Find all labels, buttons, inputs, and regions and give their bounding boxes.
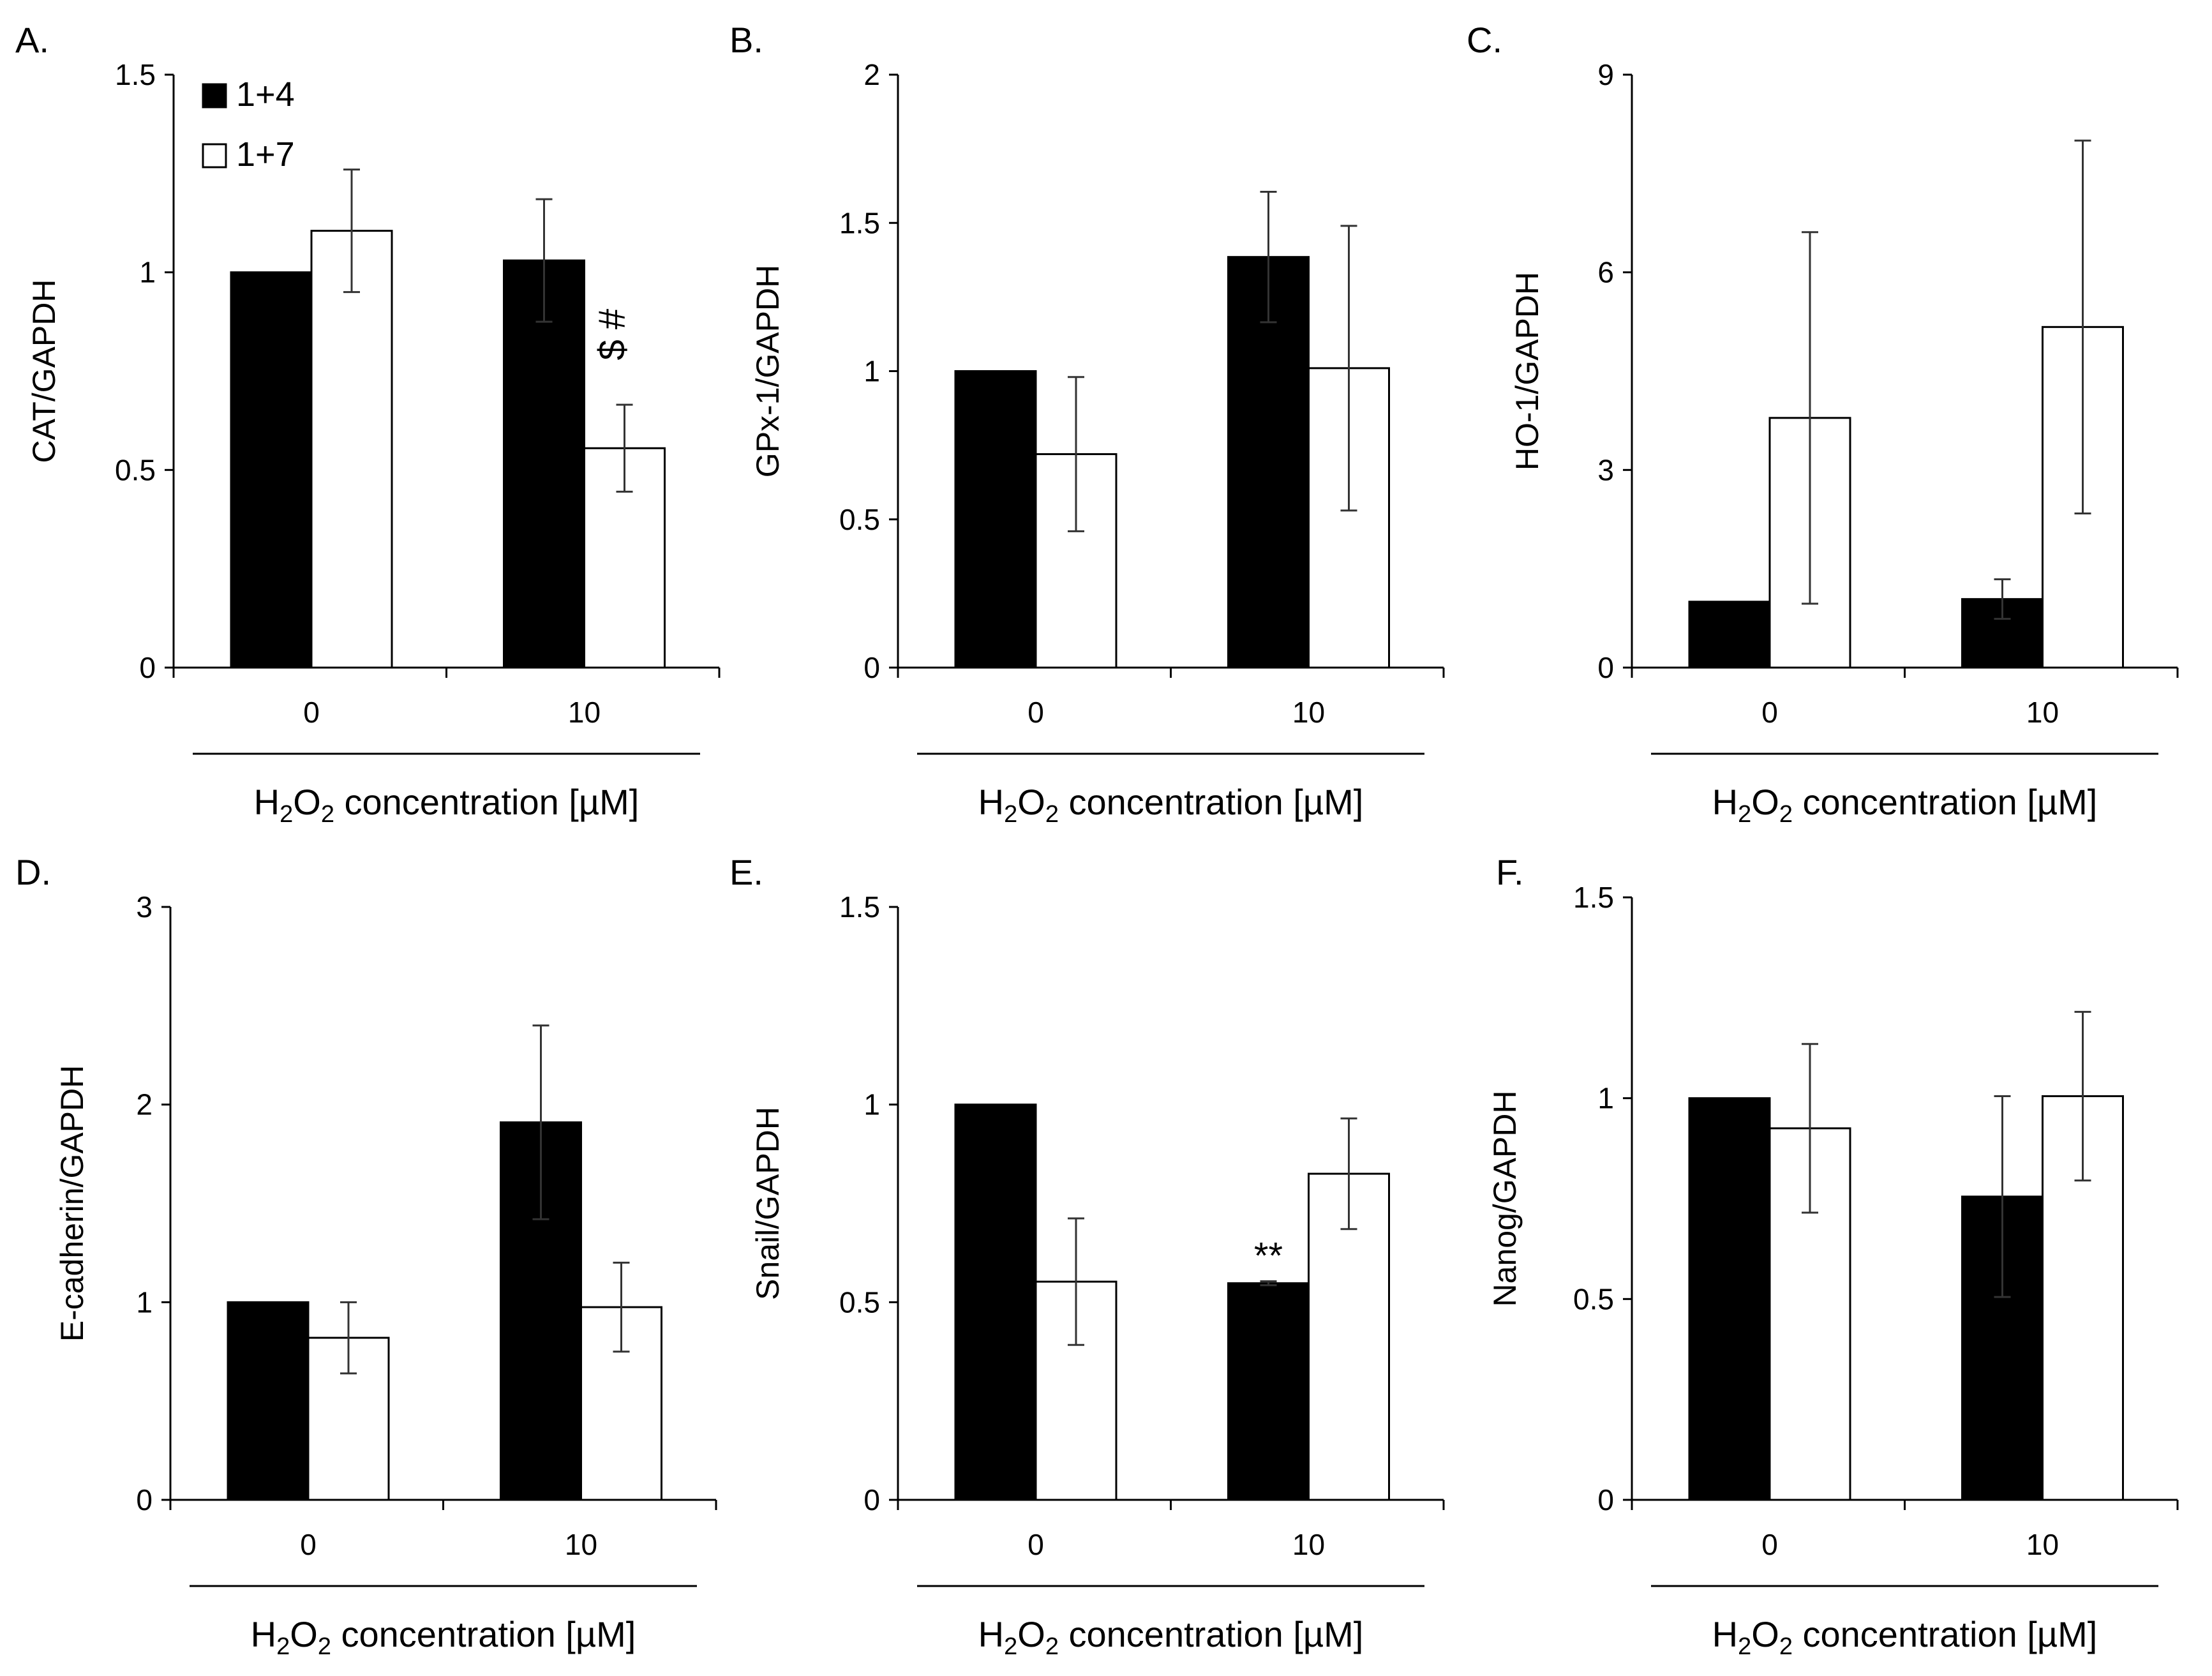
- y-tick-label: 1.5: [839, 206, 880, 239]
- y-axis-label: E-cadherin/GAPDH: [54, 1065, 90, 1342]
- bar-1plus4-0: [1688, 601, 1771, 669]
- y-tick-label: 2: [136, 1088, 153, 1121]
- y-tick-label: 3: [1597, 453, 1614, 486]
- y-tick-label: 6: [1597, 256, 1614, 289]
- bar-1plus4-10: [1227, 1282, 1310, 1501]
- x-tick-label: 10: [1292, 696, 1325, 729]
- y-tick-label: 1: [863, 1088, 880, 1121]
- chart-panel-a: A. 0 0.5 1 1.5 CAT/GAPDH 0 10 H2O2 concentration…: [15, 20, 721, 828]
- x-tick-label: 10: [2026, 1528, 2059, 1561]
- y-tick-label: 1: [863, 355, 880, 388]
- legend-label: 1+7: [236, 135, 295, 174]
- y-tick-label: 0.5: [839, 503, 880, 536]
- x-axis-label: H2O2 concentration [µM]: [254, 782, 639, 828]
- y-tick-label: 2: [863, 58, 880, 91]
- bar-1plus4-0: [954, 1104, 1037, 1501]
- x-tick-label: 10: [1292, 1528, 1325, 1561]
- legend: 1+4 1+7: [202, 75, 295, 174]
- significance-annotation: **: [1254, 1236, 1283, 1277]
- x-tick-label: 10: [2026, 696, 2059, 729]
- legend-label: 1+4: [236, 75, 295, 114]
- y-tick-label: 0: [1597, 651, 1614, 684]
- y-axis-label: Snail/GAPDH: [750, 1107, 786, 1300]
- x-axis-label: H2O2 concentration [µM]: [1712, 782, 2098, 828]
- panel-label: C.: [1467, 20, 1502, 60]
- x-tick-label: 0: [1761, 696, 1778, 729]
- chart-panel-c: C. 0 3 6 9 HO-1/GAPDH 0 10 H2O2 concentration [µ…: [1467, 20, 2179, 828]
- chart-panel-e: E. 0 0.5 1 1.5 Snail/GAPDH 0 10 H2O2 concentrati…: [729, 852, 1445, 1660]
- x-axis-label: H2O2 concentration [µM]: [1712, 1614, 2098, 1660]
- x-axis-label: H2O2 concentration [µM]: [251, 1614, 636, 1660]
- y-axis-label: CAT/GAPDH: [26, 280, 62, 463]
- y-tick-label: 0.5: [115, 453, 156, 486]
- bar-1plus4-0: [227, 1301, 310, 1501]
- panel-label: A.: [15, 20, 49, 60]
- chart-panel-d: D. 0 1 2 3 E-cadherin/GAPDH 0 10 H2O2 concentrat…: [15, 852, 717, 1660]
- y-tick-label: 0: [139, 651, 156, 684]
- x-tick-label: 10: [568, 696, 601, 729]
- y-tick-label: 1.5: [839, 890, 880, 924]
- bar-1plus4-10: [1227, 256, 1310, 669]
- y-tick-label: 1: [139, 256, 156, 289]
- y-tick-label: 0.5: [839, 1285, 880, 1319]
- chart-panel-b: B. 0 0.5 1 1.5 2 GPx-1/GAPDH 0 10 H2O2 concentrat…: [729, 20, 1445, 828]
- legend-swatch: [202, 83, 227, 108]
- y-tick-label: 0: [1597, 1483, 1614, 1516]
- panel-label: F.: [1496, 852, 1524, 892]
- bar-1plus4-0: [230, 271, 313, 669]
- y-tick-label: 0: [863, 651, 880, 684]
- y-tick-label: 1.5: [115, 58, 156, 91]
- y-tick-label: 1: [1597, 1082, 1614, 1115]
- y-tick-label: 1: [136, 1285, 153, 1319]
- bar-1plus4-0: [954, 370, 1037, 669]
- y-axis-label: GPx-1/GAPDH: [750, 265, 786, 477]
- bar-1plus7-0: [310, 230, 393, 669]
- panel-label: E.: [729, 852, 763, 892]
- y-tick-label: 3: [136, 890, 153, 924]
- y-tick-label: 0.5: [1573, 1282, 1614, 1315]
- x-tick-label: 10: [565, 1528, 597, 1561]
- x-tick-label: 0: [300, 1528, 317, 1561]
- significance-annotation: $ #: [592, 309, 633, 361]
- y-tick-label: 0: [863, 1483, 880, 1516]
- x-tick-label: 0: [1028, 696, 1044, 729]
- bar-1plus4-0: [1688, 1097, 1771, 1501]
- chart-panel-f: F. 0 0.5 1 1.5 Nanog/GAPDH 0 10 H2O2 concentrati…: [1487, 852, 2179, 1660]
- x-tick-label: 0: [303, 696, 320, 729]
- y-axis-label: HO-1/GAPDH: [1509, 272, 1545, 470]
- panel-label: B.: [729, 20, 763, 60]
- y-tick-label: 1.5: [1573, 881, 1614, 914]
- x-axis-label: H2O2 concentration [µM]: [978, 1614, 1364, 1660]
- y-tick-label: 0: [136, 1483, 153, 1516]
- x-axis-label: H2O2 concentration [µM]: [978, 782, 1364, 828]
- legend-swatch: [202, 143, 227, 168]
- x-tick-label: 0: [1761, 1528, 1778, 1561]
- y-axis-label: Nanog/GAPDH: [1487, 1090, 1523, 1306]
- x-tick-label: 0: [1028, 1528, 1044, 1561]
- y-tick-label: 9: [1597, 58, 1614, 91]
- panel-label: D.: [15, 852, 51, 892]
